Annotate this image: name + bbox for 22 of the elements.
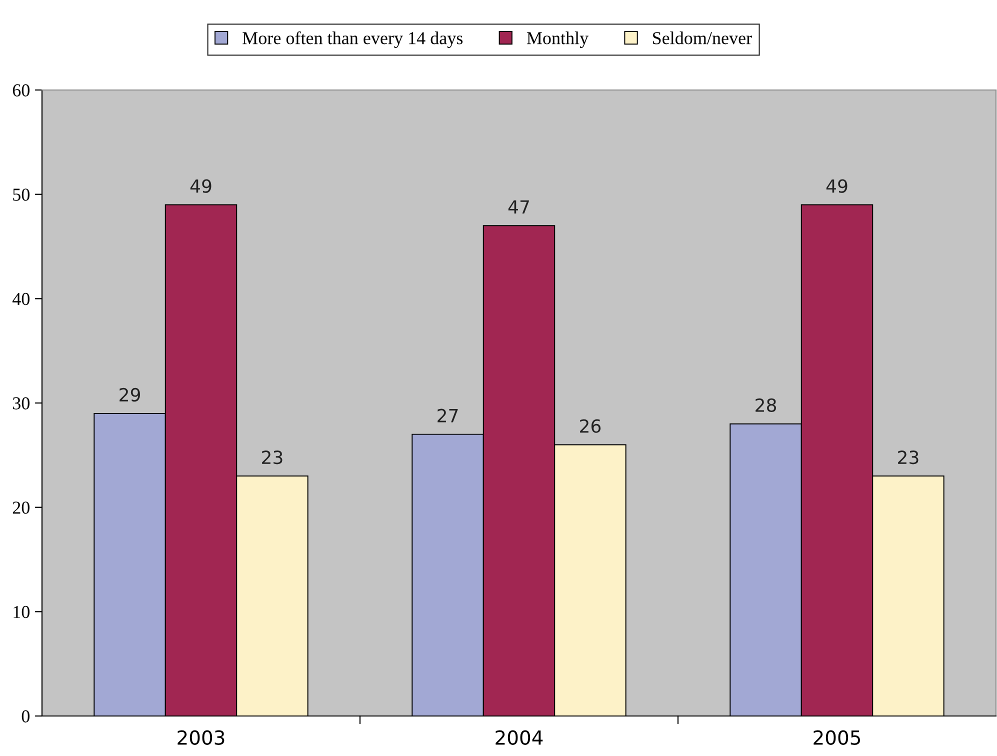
legend-label: Monthly bbox=[526, 32, 589, 48]
y-tick-label: 20 bbox=[12, 502, 30, 514]
data-label: 28 bbox=[756, 398, 776, 412]
data-label: 29 bbox=[120, 388, 140, 402]
legend-label: More often than every 14 days bbox=[242, 31, 463, 48]
x-tick-label: 2004 bbox=[496, 730, 543, 745]
x-tick-label: 2005 bbox=[814, 730, 860, 745]
data-label: 23 bbox=[262, 450, 282, 464]
x-tick-label: 2003 bbox=[178, 730, 224, 745]
data-label: 27 bbox=[438, 408, 458, 422]
legend-label: Seldom/never bbox=[653, 32, 752, 44]
data-label: 23 bbox=[898, 450, 918, 464]
y-tick-label: 50 bbox=[13, 188, 30, 201]
y-tick-label: 10 bbox=[14, 606, 30, 618]
data-label: 49 bbox=[190, 179, 212, 193]
data-label: 49 bbox=[826, 179, 848, 193]
y-tick-label: 30 bbox=[13, 397, 30, 410]
y-tick-label: 60 bbox=[12, 84, 30, 96]
data-label: 47 bbox=[508, 200, 529, 214]
y-tick-label: 40 bbox=[12, 292, 30, 306]
data-label: 26 bbox=[580, 419, 601, 433]
y-tick-label: 0 bbox=[22, 710, 30, 722]
